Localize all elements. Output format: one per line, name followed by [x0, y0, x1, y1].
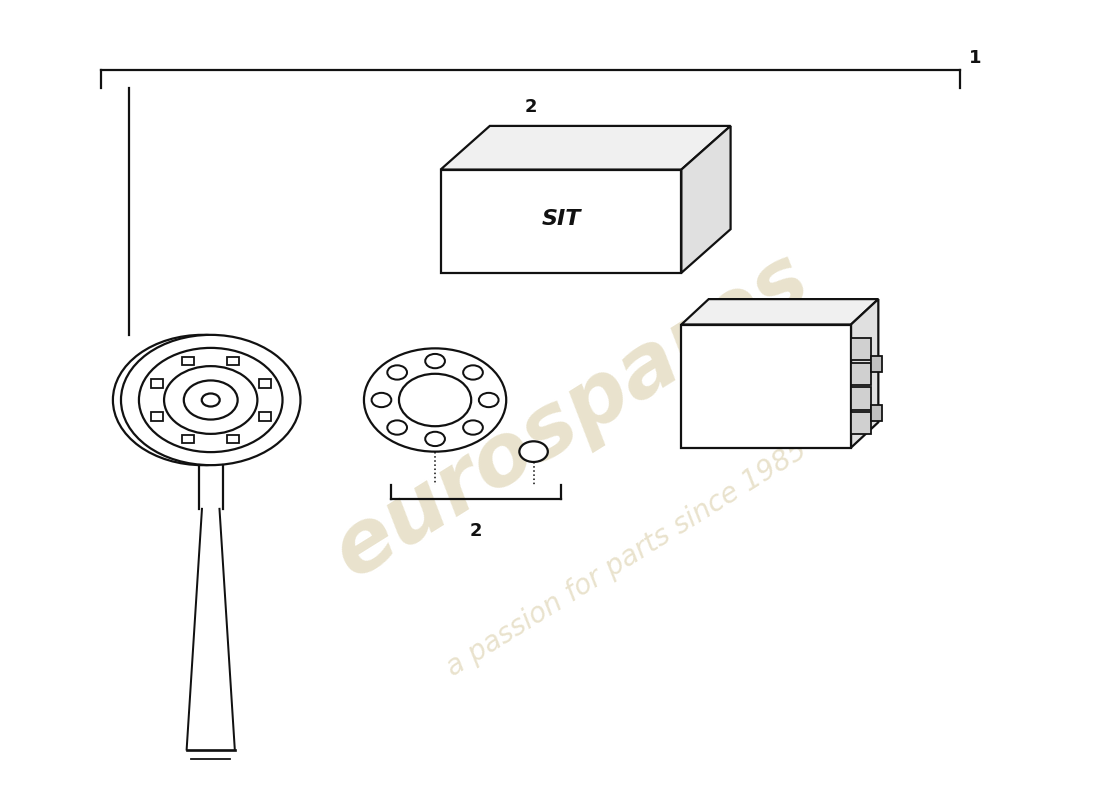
Circle shape	[478, 393, 498, 407]
Circle shape	[387, 420, 407, 434]
Bar	[871, 406, 882, 421]
Bar	[851, 412, 871, 434]
Bar	[183, 434, 195, 443]
Polygon shape	[681, 299, 878, 325]
Text: a passion for parts since 1985: a passion for parts since 1985	[441, 436, 812, 682]
Polygon shape	[851, 299, 878, 448]
Circle shape	[399, 374, 471, 426]
Bar	[851, 387, 871, 410]
Bar	[258, 379, 271, 388]
Polygon shape	[441, 170, 681, 273]
Circle shape	[372, 393, 392, 407]
Bar	[851, 338, 871, 360]
Circle shape	[426, 354, 444, 368]
Polygon shape	[441, 126, 730, 170]
Bar	[227, 357, 239, 366]
Bar	[151, 412, 163, 421]
Bar	[183, 357, 195, 366]
Bar	[227, 434, 239, 443]
Bar	[871, 356, 882, 372]
Circle shape	[387, 366, 407, 380]
Polygon shape	[681, 325, 851, 448]
Text: SIT: SIT	[541, 209, 581, 229]
Polygon shape	[681, 126, 730, 273]
Circle shape	[519, 442, 548, 462]
Bar	[851, 362, 871, 385]
Circle shape	[426, 432, 444, 446]
Text: 2: 2	[470, 522, 483, 539]
Text: 2: 2	[525, 98, 537, 116]
Circle shape	[463, 366, 483, 380]
Text: 1: 1	[969, 49, 981, 67]
Bar	[258, 412, 271, 421]
Bar	[151, 379, 163, 388]
Text: eurospares: eurospares	[319, 237, 825, 595]
Circle shape	[364, 348, 506, 452]
Circle shape	[121, 335, 300, 465]
Circle shape	[463, 420, 483, 434]
